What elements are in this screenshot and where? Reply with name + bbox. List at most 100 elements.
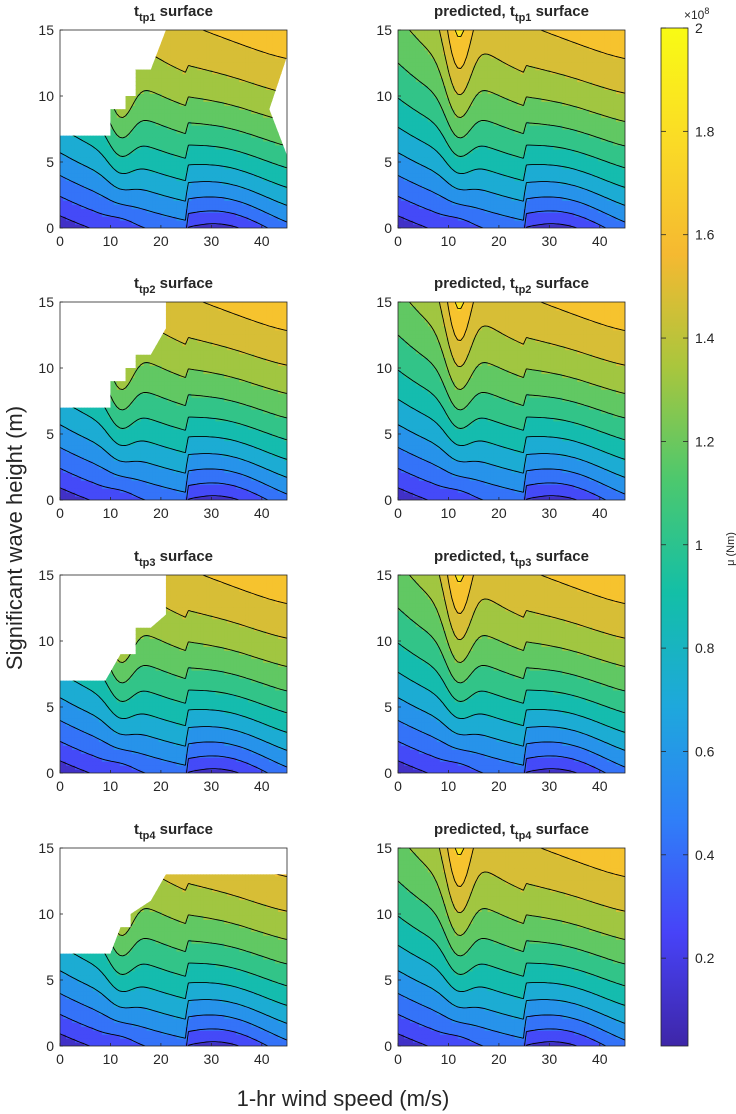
y-tick-label: 0 xyxy=(384,220,392,236)
y-tick-label: 0 xyxy=(46,220,54,236)
y-tick-label: 0 xyxy=(46,492,54,508)
y-tick-label: 10 xyxy=(38,906,54,922)
y-tick-label: 0 xyxy=(384,1038,392,1054)
panel-title: ttp1 surface xyxy=(134,3,213,24)
y-tick-label: 15 xyxy=(38,567,54,583)
y-tick-label: 0 xyxy=(384,492,392,508)
x-tick-label: 20 xyxy=(491,505,507,521)
y-tick-label: 0 xyxy=(46,1038,54,1054)
x-tick-label: 10 xyxy=(441,1051,457,1067)
x-tick-label: 20 xyxy=(153,505,169,521)
x-tick-label: 40 xyxy=(592,1051,608,1067)
x-tick-label: 30 xyxy=(204,505,220,521)
y-tick-label: 10 xyxy=(376,88,392,104)
x-tick-label: 30 xyxy=(542,1051,558,1067)
x-tick-label: 40 xyxy=(254,505,270,521)
colorbar-tick-label: 1.6 xyxy=(695,227,715,243)
x-tick-label: 20 xyxy=(491,233,507,249)
panel-tp2-surface: 0 10 20 30 40 0 5 10 15 ttp2 surface xyxy=(38,275,288,521)
colorbar-multiplier-exponent: 8 xyxy=(704,6,709,16)
contour-fill xyxy=(398,575,625,773)
axes-box xyxy=(59,574,288,774)
x-tick-label: 0 xyxy=(394,1051,402,1067)
y-tick-label: 5 xyxy=(384,154,392,170)
x-tick-label: 0 xyxy=(56,1051,64,1067)
axes-box xyxy=(59,29,288,229)
colorbar-tick-label: 2 xyxy=(695,20,703,36)
x-tick-label: 30 xyxy=(542,505,558,521)
panel-title: ttp2 surface xyxy=(134,275,213,296)
panel-tp1-predicted: 0 10 20 30 40 0 5 10 15 predicted, ttp1 surface xyxy=(376,3,626,249)
colorbar-multiplier: ×108 xyxy=(684,6,709,22)
y-tick-label: 0 xyxy=(384,765,392,781)
panel-title: predicted, ttp2 surface xyxy=(434,275,589,296)
x-tick-label: 40 xyxy=(592,505,608,521)
y-tick-label: 5 xyxy=(384,699,392,715)
y-tick-label: 15 xyxy=(376,567,392,583)
x-tick-label: 20 xyxy=(153,1051,169,1067)
axes-box xyxy=(397,301,626,501)
x-tick-label: 20 xyxy=(491,1051,507,1067)
colorbar-tick-label: 1.2 xyxy=(695,433,715,449)
panel-title: ttp3 surface xyxy=(134,548,213,569)
x-tick-label: 10 xyxy=(441,778,457,794)
y-tick-label: 0 xyxy=(46,765,54,781)
contour-fill xyxy=(60,874,287,1046)
panel-title: predicted, ttp1 surface xyxy=(434,3,589,24)
y-tick-label: 10 xyxy=(38,633,54,649)
y-tick-label: 10 xyxy=(38,360,54,376)
x-tick-label: 20 xyxy=(153,233,169,249)
axes-box xyxy=(59,301,288,501)
x-tick-label: 30 xyxy=(542,778,558,794)
x-tick-label: 0 xyxy=(56,778,64,794)
x-tick-label: 0 xyxy=(394,505,402,521)
contour-lines xyxy=(398,302,625,500)
contour-fill xyxy=(60,30,287,228)
contour-lines xyxy=(398,575,625,773)
x-tick-label: 0 xyxy=(394,778,402,794)
colorbar-tick-label: 0.6 xyxy=(695,743,715,759)
colorbar-tick-label: 1.8 xyxy=(695,123,715,139)
x-tick-label: 10 xyxy=(441,505,457,521)
panel-tp1-surface: 0 10 20 30 40 0 5 10 15 ttp1 surface xyxy=(38,3,288,249)
x-tick-label: 10 xyxy=(103,233,119,249)
x-tick-label: 20 xyxy=(491,778,507,794)
y-tick-label: 10 xyxy=(38,88,54,104)
y-tick-label: 15 xyxy=(38,294,54,310)
x-tick-label: 10 xyxy=(441,233,457,249)
x-tick-label: 0 xyxy=(56,505,64,521)
x-tick-label: 30 xyxy=(204,1051,220,1067)
x-tick-label: 40 xyxy=(592,778,608,794)
panel-tp3-predicted: 0 10 20 30 40 0 5 10 15 predicted, ttp3 surface xyxy=(376,548,626,794)
y-tick-label: 15 xyxy=(376,294,392,310)
panel-tp3-surface: 0 10 20 30 40 0 5 10 15 ttp3 surface xyxy=(38,548,288,794)
contour-fill xyxy=(398,30,625,228)
colorbar-tick-label: 1.4 xyxy=(695,330,715,346)
x-tick-label: 10 xyxy=(103,1051,119,1067)
x-tick-label: 40 xyxy=(254,233,270,249)
y-tick-label: 15 xyxy=(376,22,392,38)
y-tick-label: 5 xyxy=(384,972,392,988)
y-tick-label: 5 xyxy=(46,972,54,988)
panel-title: predicted, ttp4 surface xyxy=(434,821,589,842)
x-tick-label: 10 xyxy=(103,778,119,794)
panel-title: ttp4 surface xyxy=(134,821,213,842)
x-tick-label: 40 xyxy=(592,233,608,249)
colorbar-tick-label: 0.2 xyxy=(695,950,715,966)
axes-box xyxy=(397,574,626,774)
colorbar: 0.2 0.4 0.6 0.8 1 1.2 1.4 1.6 1.8 2 ×108 μ (Nm) xyxy=(660,6,736,1047)
y-tick-label: 15 xyxy=(38,840,54,856)
colorbar-tick-label: 1 xyxy=(695,537,703,553)
y-tick-label: 5 xyxy=(46,154,54,170)
panel-tp4-surface: 0 10 20 30 40 0 5 10 15 ttp4 surface xyxy=(38,821,288,1067)
x-tick-label: 10 xyxy=(103,505,119,521)
colorbar-tick-label: 0.4 xyxy=(695,847,715,863)
x-tick-label: 40 xyxy=(254,1051,270,1067)
contour-fill xyxy=(398,302,625,500)
axes-box xyxy=(397,29,626,229)
y-tick-label: 10 xyxy=(376,360,392,376)
axes-box xyxy=(59,847,288,1047)
x-tick-label: 30 xyxy=(542,233,558,249)
contour-fill xyxy=(60,302,287,500)
